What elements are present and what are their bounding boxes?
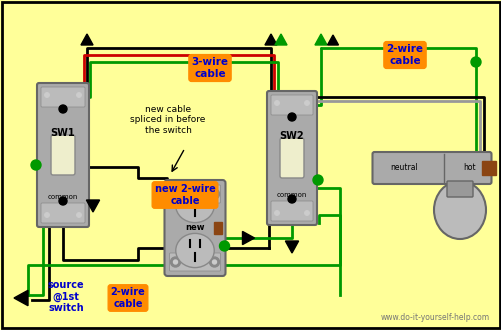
FancyBboxPatch shape: [41, 87, 85, 107]
Text: new: new: [185, 223, 204, 233]
Polygon shape: [14, 290, 28, 306]
FancyBboxPatch shape: [271, 201, 313, 221]
Circle shape: [288, 195, 296, 203]
Circle shape: [77, 93, 81, 97]
Circle shape: [304, 211, 309, 215]
Text: 2-wire
cable: 2-wire cable: [110, 287, 145, 309]
FancyBboxPatch shape: [169, 185, 220, 203]
Circle shape: [42, 90, 52, 100]
FancyBboxPatch shape: [271, 95, 313, 115]
Circle shape: [274, 101, 279, 105]
Circle shape: [304, 101, 309, 105]
Polygon shape: [285, 241, 298, 253]
FancyBboxPatch shape: [372, 152, 490, 184]
Circle shape: [212, 260, 216, 264]
FancyBboxPatch shape: [51, 135, 75, 175]
FancyBboxPatch shape: [41, 203, 85, 223]
Circle shape: [302, 208, 312, 218]
Polygon shape: [327, 35, 338, 45]
FancyBboxPatch shape: [169, 253, 220, 271]
Polygon shape: [265, 34, 277, 45]
Polygon shape: [314, 34, 326, 45]
FancyBboxPatch shape: [37, 83, 89, 227]
Circle shape: [302, 98, 312, 108]
Circle shape: [288, 113, 296, 121]
Ellipse shape: [433, 181, 485, 239]
Circle shape: [170, 257, 180, 267]
Text: www.do-it-yourself-help.com: www.do-it-yourself-help.com: [380, 313, 489, 322]
Circle shape: [212, 192, 216, 196]
Text: source
@1st
switch: source @1st switch: [48, 280, 84, 314]
Circle shape: [219, 241, 229, 251]
Text: new 2-wire
cable: new 2-wire cable: [154, 184, 215, 206]
Polygon shape: [242, 231, 254, 245]
Circle shape: [209, 257, 219, 267]
Text: 3-wire
cable: 3-wire cable: [191, 57, 228, 79]
Circle shape: [45, 213, 49, 217]
Circle shape: [313, 175, 322, 185]
FancyBboxPatch shape: [164, 180, 225, 276]
Circle shape: [59, 197, 67, 205]
Circle shape: [45, 93, 49, 97]
Text: 2-wire
cable: 2-wire cable: [386, 44, 423, 66]
Polygon shape: [275, 34, 287, 45]
Polygon shape: [86, 200, 99, 212]
Bar: [481, 161, 495, 175]
Circle shape: [209, 189, 219, 199]
Text: SW1: SW1: [51, 128, 75, 138]
Circle shape: [31, 160, 41, 170]
Circle shape: [74, 210, 84, 220]
Circle shape: [272, 208, 282, 218]
FancyBboxPatch shape: [446, 181, 472, 197]
Text: neutral: neutral: [389, 163, 417, 173]
Ellipse shape: [175, 188, 214, 223]
Bar: [214, 222, 222, 234]
FancyBboxPatch shape: [267, 91, 316, 225]
Circle shape: [42, 210, 52, 220]
Text: common: common: [276, 192, 307, 198]
Text: new cable
spliced in before
the switch: new cable spliced in before the switch: [130, 105, 205, 135]
Text: hot: hot: [463, 163, 475, 173]
Circle shape: [74, 90, 84, 100]
Circle shape: [77, 213, 81, 217]
Circle shape: [173, 192, 177, 196]
Ellipse shape: [175, 233, 214, 268]
Circle shape: [59, 105, 67, 113]
Text: common: common: [48, 194, 78, 200]
Circle shape: [274, 211, 279, 215]
Circle shape: [173, 260, 177, 264]
Circle shape: [470, 57, 480, 67]
Circle shape: [170, 189, 180, 199]
FancyBboxPatch shape: [280, 138, 304, 178]
Circle shape: [272, 98, 282, 108]
Polygon shape: [81, 34, 93, 45]
Text: SW2: SW2: [279, 131, 304, 141]
